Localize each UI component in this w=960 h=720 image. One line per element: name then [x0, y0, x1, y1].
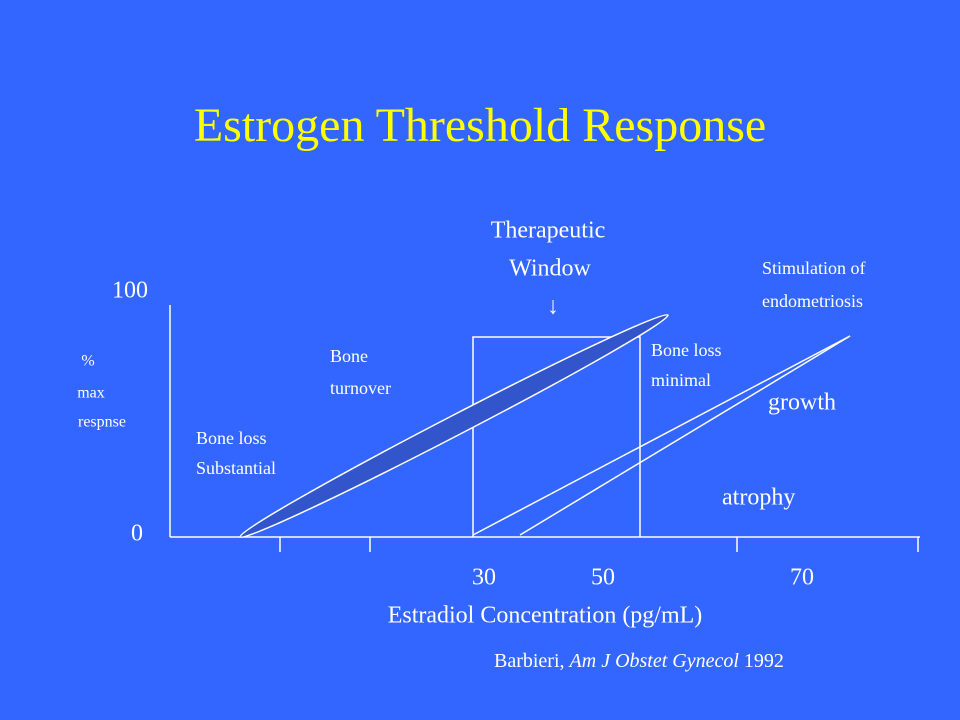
title: Estrogen Threshold Response	[194, 99, 766, 152]
annotation: Bone loss	[651, 340, 722, 360]
y-title: %	[81, 353, 94, 370]
citation-year: 1992	[739, 650, 784, 672]
axes	[169, 305, 920, 552]
therapeutic-window-box	[472, 336, 641, 537]
x-tick-label: 30	[472, 565, 496, 591]
x-tick-label: 70	[790, 565, 814, 591]
annotation: Window	[509, 256, 591, 282]
annotation: Therapeutic	[491, 218, 606, 244]
annotation: atrophy	[722, 485, 795, 511]
y-title: max	[77, 385, 105, 402]
citation-journal: Am J Obstet Gynecol	[568, 650, 740, 672]
annotation: growth	[768, 390, 836, 416]
bone-response-curve	[239, 313, 669, 539]
x-tick-label: 50	[591, 565, 615, 591]
annotation-arrow: ↓	[547, 294, 559, 320]
y-title: respnse	[78, 414, 126, 431]
growth-line	[472, 335, 851, 536]
annotation: Substantial	[196, 458, 276, 478]
annotation: endometriosis	[762, 291, 863, 311]
annotation: Stimulation of	[762, 258, 866, 278]
citation-author: Barbieri,	[494, 650, 570, 672]
annotation: minimal	[651, 370, 711, 390]
annotation: turnover	[330, 378, 391, 398]
annotation: Bone loss	[196, 428, 267, 448]
x-title: Estradiol Concentration (pg/mL)	[388, 603, 703, 629]
citation: Barbieri, Am J Obstet Gynecol 1992	[494, 650, 784, 672]
atrophy-line	[519, 335, 851, 536]
annotation: Bone	[330, 346, 368, 366]
y-max-label: 100	[112, 278, 148, 304]
y-min-label: 0	[131, 521, 143, 547]
